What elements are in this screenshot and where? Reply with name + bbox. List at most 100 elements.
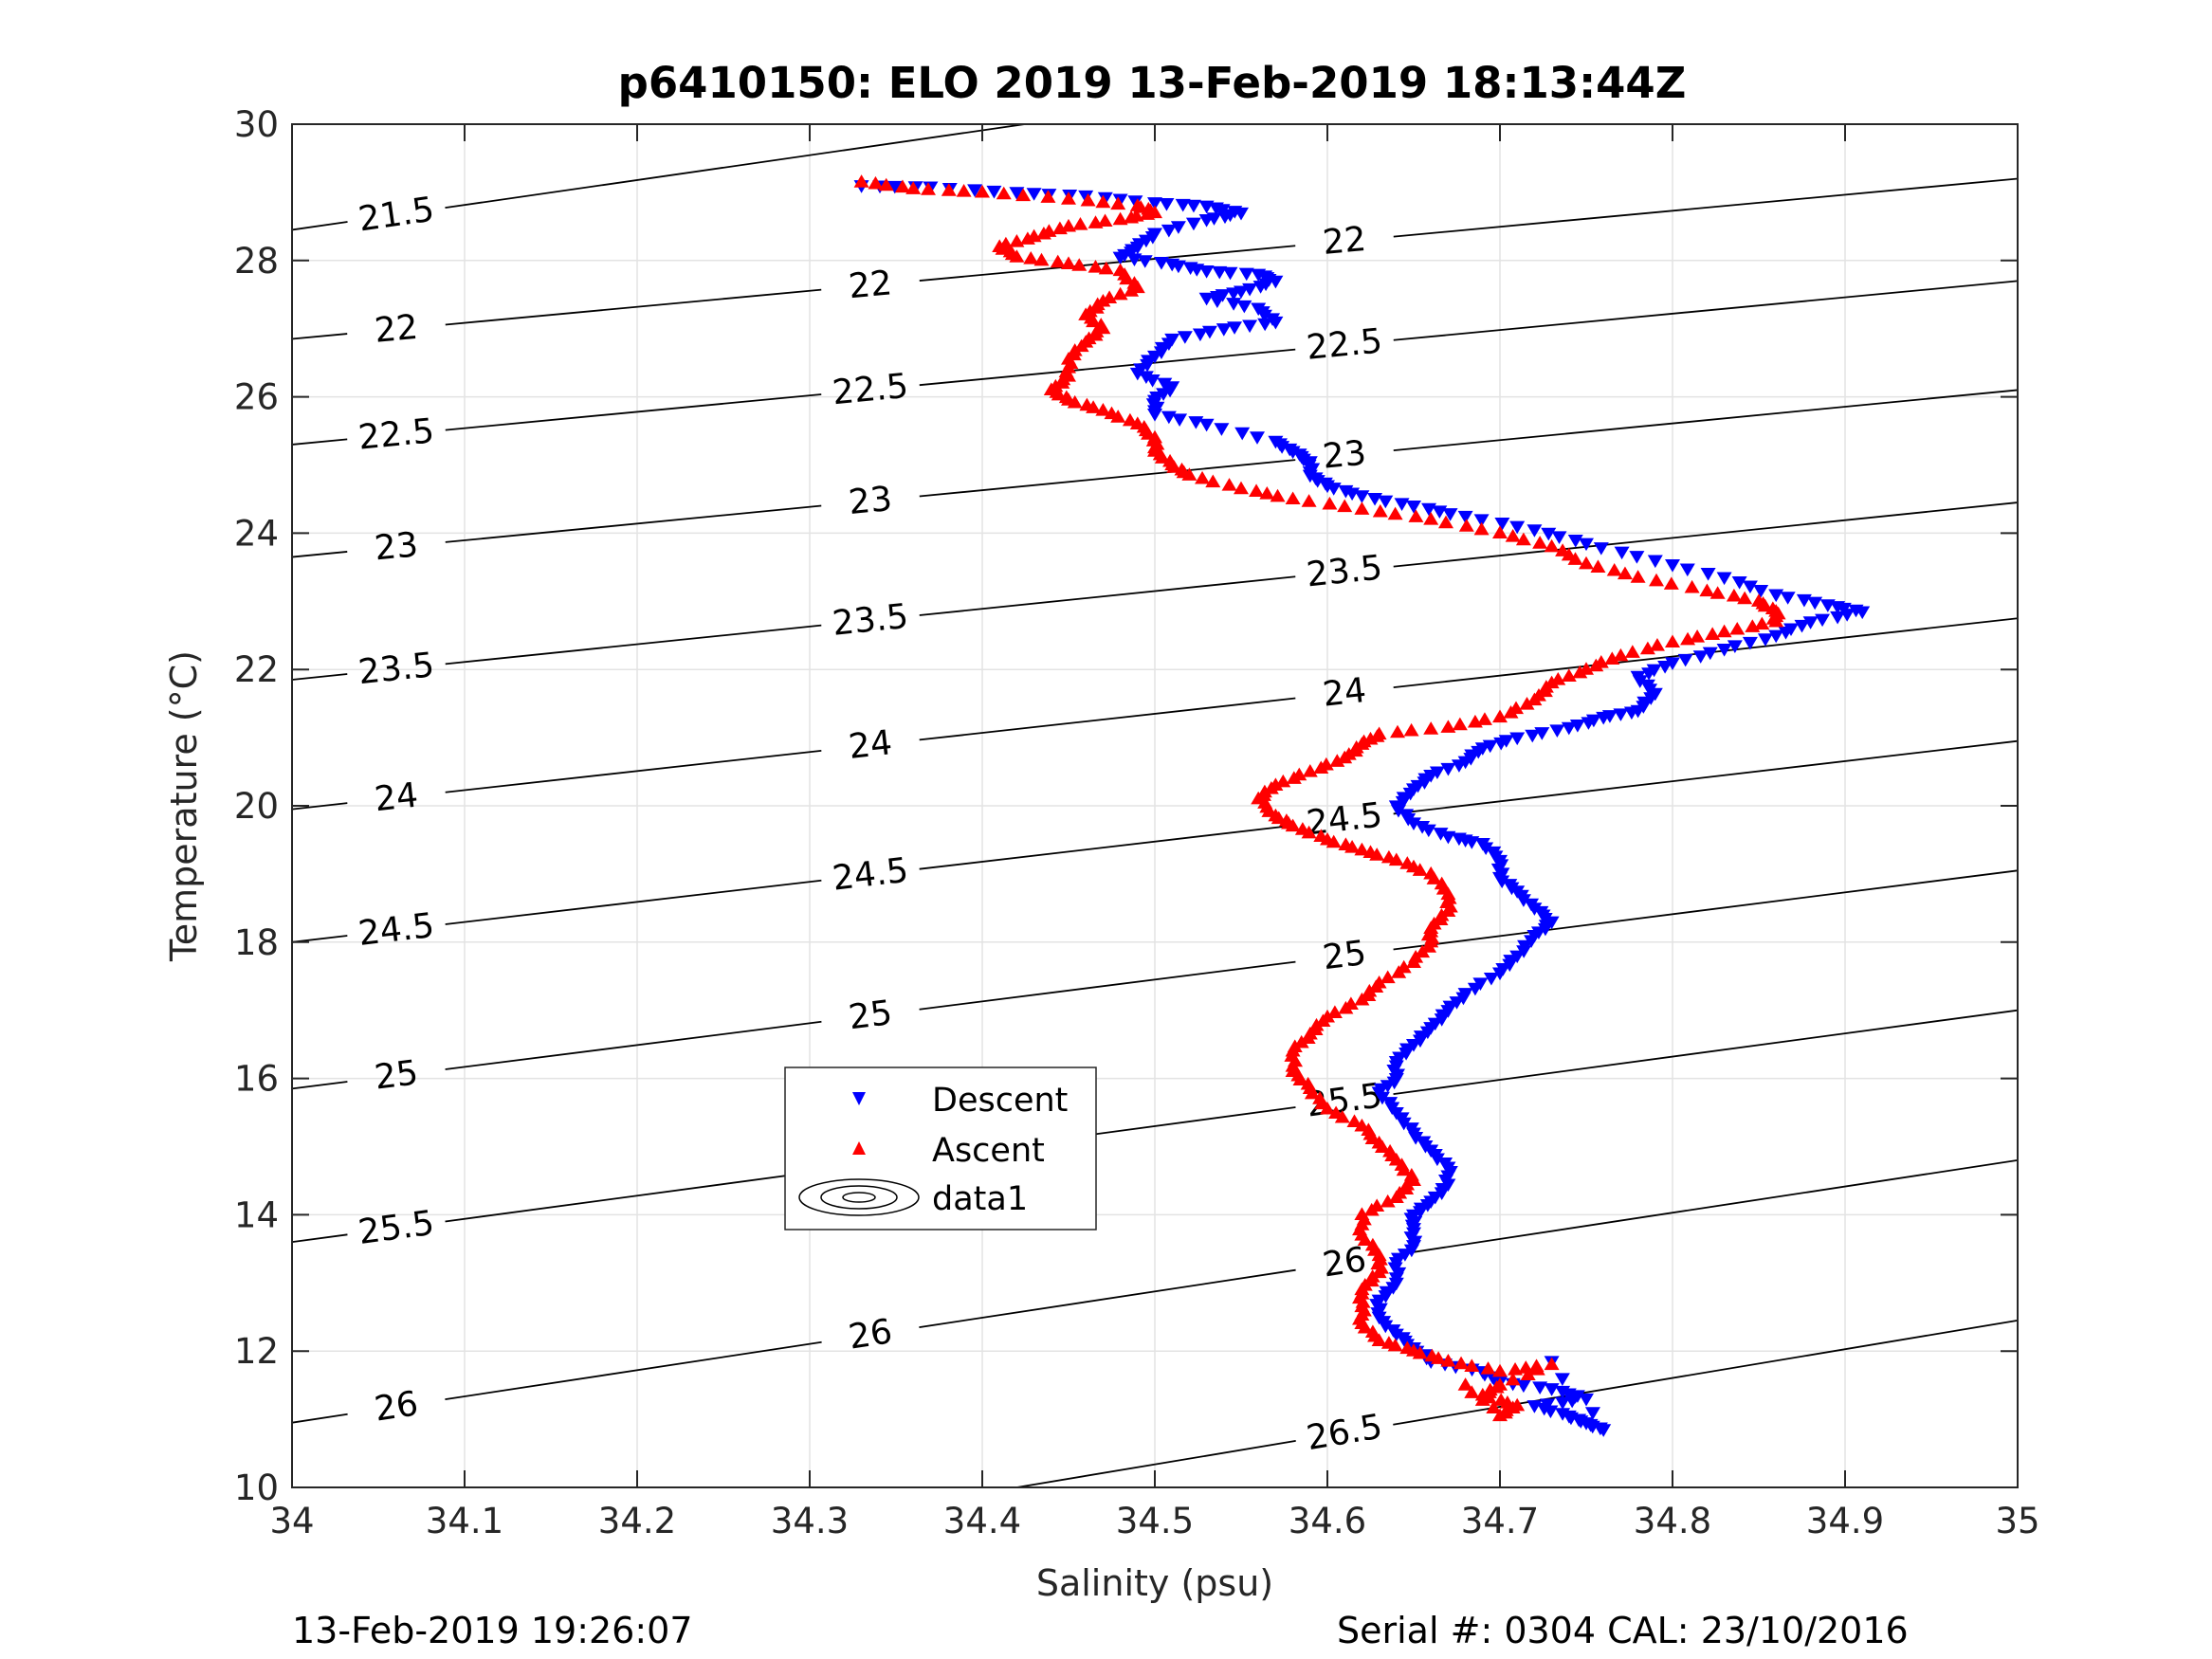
ascent-point <box>1380 970 1396 984</box>
descent-point <box>1215 204 1231 217</box>
contour-label: 23.5 <box>356 646 436 692</box>
descent-point <box>1412 1206 1428 1219</box>
ascent-point <box>1015 188 1032 202</box>
contour-label: 23 <box>847 480 894 522</box>
descent-point <box>1417 776 1433 790</box>
ascent-point <box>1649 573 1664 587</box>
descent-point <box>1159 197 1175 211</box>
descent-point <box>1757 633 1773 647</box>
legend: Descent Ascent data1 <box>784 1066 1097 1231</box>
ascent-point <box>1346 1114 1362 1128</box>
descent-point <box>1009 187 1025 200</box>
ascent-point <box>1412 1345 1428 1359</box>
density-contour-line <box>292 935 348 943</box>
density-contour-line <box>292 1081 348 1090</box>
ascent-point <box>1426 871 1442 884</box>
y-tick-label: 18 <box>234 922 279 963</box>
descent-point <box>1153 346 1169 359</box>
descent-point <box>887 180 903 194</box>
ascent-point <box>1464 1358 1480 1372</box>
ascent-point <box>1097 213 1113 228</box>
density-contour-line <box>445 124 1032 210</box>
ascent-point <box>1505 528 1521 542</box>
x-axis-label: Salinity (psu) <box>1036 1562 1273 1604</box>
ascent-point <box>1639 641 1655 655</box>
descent-point <box>1525 729 1541 743</box>
ascent-point <box>894 179 910 193</box>
ascent-point <box>1080 192 1096 207</box>
ascent-point <box>1387 1338 1403 1352</box>
ascent-point <box>1613 647 1629 662</box>
ascent-point <box>1124 210 1140 224</box>
legend-data1-label: data1 <box>932 1180 1028 1218</box>
ascent-point <box>1338 1000 1354 1014</box>
descent-point <box>1419 1199 1435 1212</box>
legend-ascent-label: Ascent <box>932 1132 1045 1170</box>
descent-point <box>1198 264 1215 279</box>
descent-point <box>1415 820 1431 834</box>
ascent-point <box>1396 1162 1412 1176</box>
density-contour-line <box>1393 280 2018 341</box>
ascent-point <box>1051 221 1068 235</box>
descent-point <box>1551 531 1567 544</box>
density-contour-line <box>445 1170 822 1223</box>
density-contour-line <box>445 393 822 431</box>
descent-point <box>1112 193 1128 208</box>
y-tick-label: 12 <box>234 1331 279 1372</box>
ascent-point <box>1086 400 1102 413</box>
descent-point <box>1256 309 1272 323</box>
ascent-point <box>1023 251 1039 264</box>
descent-point <box>1554 1373 1570 1386</box>
ascent-point <box>1110 196 1126 210</box>
ascent-point <box>1009 249 1025 263</box>
descent-point <box>1555 1396 1571 1411</box>
ascent-point <box>1492 1408 1508 1422</box>
ascent-point <box>1302 764 1318 777</box>
ascent-point <box>1492 709 1508 723</box>
ascent-point <box>1357 1232 1373 1246</box>
ascent-point <box>1354 842 1370 856</box>
density-contour-line <box>292 221 348 231</box>
ascent-point <box>1195 470 1211 484</box>
density-contour-line <box>1016 1439 1296 1487</box>
ascent-point <box>1515 532 1531 546</box>
descent-point <box>1561 721 1577 736</box>
descent-point <box>1217 210 1233 225</box>
descent-point <box>1509 520 1526 535</box>
ascent-point <box>1221 478 1237 491</box>
ascent-point <box>1322 496 1338 510</box>
ascent-point <box>1520 1367 1536 1380</box>
ascent-point <box>1372 503 1388 518</box>
ascent-point <box>1716 624 1732 638</box>
descent-point <box>1138 234 1154 248</box>
ascent-point <box>1181 467 1197 481</box>
ascent-point <box>1388 852 1404 866</box>
ascent-point <box>1561 668 1577 682</box>
descent-point <box>1794 619 1810 633</box>
descent-point <box>1209 295 1225 309</box>
ascent-point <box>1388 1190 1404 1204</box>
x-tick-label: 34.4 <box>943 1501 1021 1541</box>
descent-point <box>1632 675 1648 688</box>
x-tick-label: 34.8 <box>1634 1501 1711 1541</box>
ascent-point <box>1544 538 1560 553</box>
descent-point <box>1731 576 1747 590</box>
ascent-point <box>1754 616 1770 630</box>
density-contour-line <box>292 551 348 558</box>
descent-point <box>1078 190 1094 204</box>
descent-point <box>1161 224 1177 238</box>
descent-point <box>1156 388 1172 402</box>
descent-point <box>1473 514 1490 528</box>
descent-point <box>1543 1405 1559 1419</box>
density-contour-line <box>919 1268 1296 1328</box>
data-points <box>853 174 1871 1437</box>
descent-point <box>1388 1328 1404 1342</box>
ascent-point <box>868 175 884 190</box>
ascent-point <box>1275 774 1291 788</box>
contour-label: 25 <box>373 1053 421 1097</box>
descent-point <box>1394 498 1410 511</box>
descent-point <box>1537 922 1553 937</box>
ascent-point <box>1286 771 1302 784</box>
density-contour-line <box>919 245 1296 282</box>
descent-point <box>1161 337 1177 351</box>
